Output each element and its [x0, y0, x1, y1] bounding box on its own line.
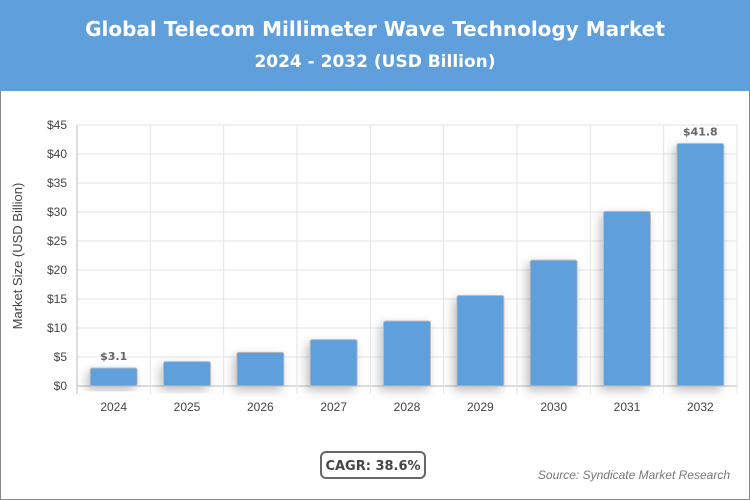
source-note: Source: Syndicate Market Research — [537, 468, 730, 482]
bar-2026 — [236, 351, 285, 387]
x-tick-label: 2032 — [687, 400, 714, 414]
y-tick-label: $5 — [54, 350, 68, 364]
x-tick-label: 2026 — [247, 400, 274, 414]
x-tick-label: 2031 — [614, 400, 641, 414]
x-tick-label: 2030 — [540, 400, 567, 414]
y-tick-label: $10 — [47, 321, 67, 335]
y-tick-label: $40 — [47, 147, 67, 161]
chart-title: Global Telecom Millimeter Wave Technolog… — [85, 17, 665, 41]
bar-2029 — [456, 295, 505, 387]
chart-subtitle: 2024 - 2032 (USD Billion) — [254, 52, 496, 72]
y-axis-label: Market Size (USD Billion) — [10, 183, 25, 330]
y-tick-label: $15 — [47, 292, 67, 306]
bar-2027 — [309, 339, 358, 387]
bar-2025 — [163, 361, 211, 387]
data-label: $41.8 — [683, 126, 718, 139]
data-label: $3.1 — [100, 350, 127, 363]
bar-2028 — [383, 320, 431, 387]
y-tick-label: $20 — [47, 263, 67, 277]
chart-header: Global Telecom Millimeter Wave Technolog… — [0, 0, 750, 91]
x-tick-label: 2028 — [394, 400, 421, 414]
x-tick-label: 2025 — [174, 400, 201, 414]
bar-2032 — [676, 143, 725, 387]
bar-2024 — [89, 367, 138, 387]
y-tick-label: $0 — [54, 379, 68, 393]
x-tick-label: 2024 — [100, 400, 127, 414]
y-tick-label: $25 — [47, 234, 67, 248]
x-tick-label: 2027 — [320, 400, 347, 414]
y-tick-label: $30 — [47, 205, 67, 219]
cagr-badge: CAGR: 38.6% — [320, 451, 426, 479]
x-tick-label: 2029 — [467, 400, 494, 414]
y-tick-label: $45 — [47, 118, 67, 132]
y-tick-label: $35 — [47, 176, 67, 190]
bar-2031 — [603, 210, 651, 387]
bar-2030 — [529, 259, 578, 387]
